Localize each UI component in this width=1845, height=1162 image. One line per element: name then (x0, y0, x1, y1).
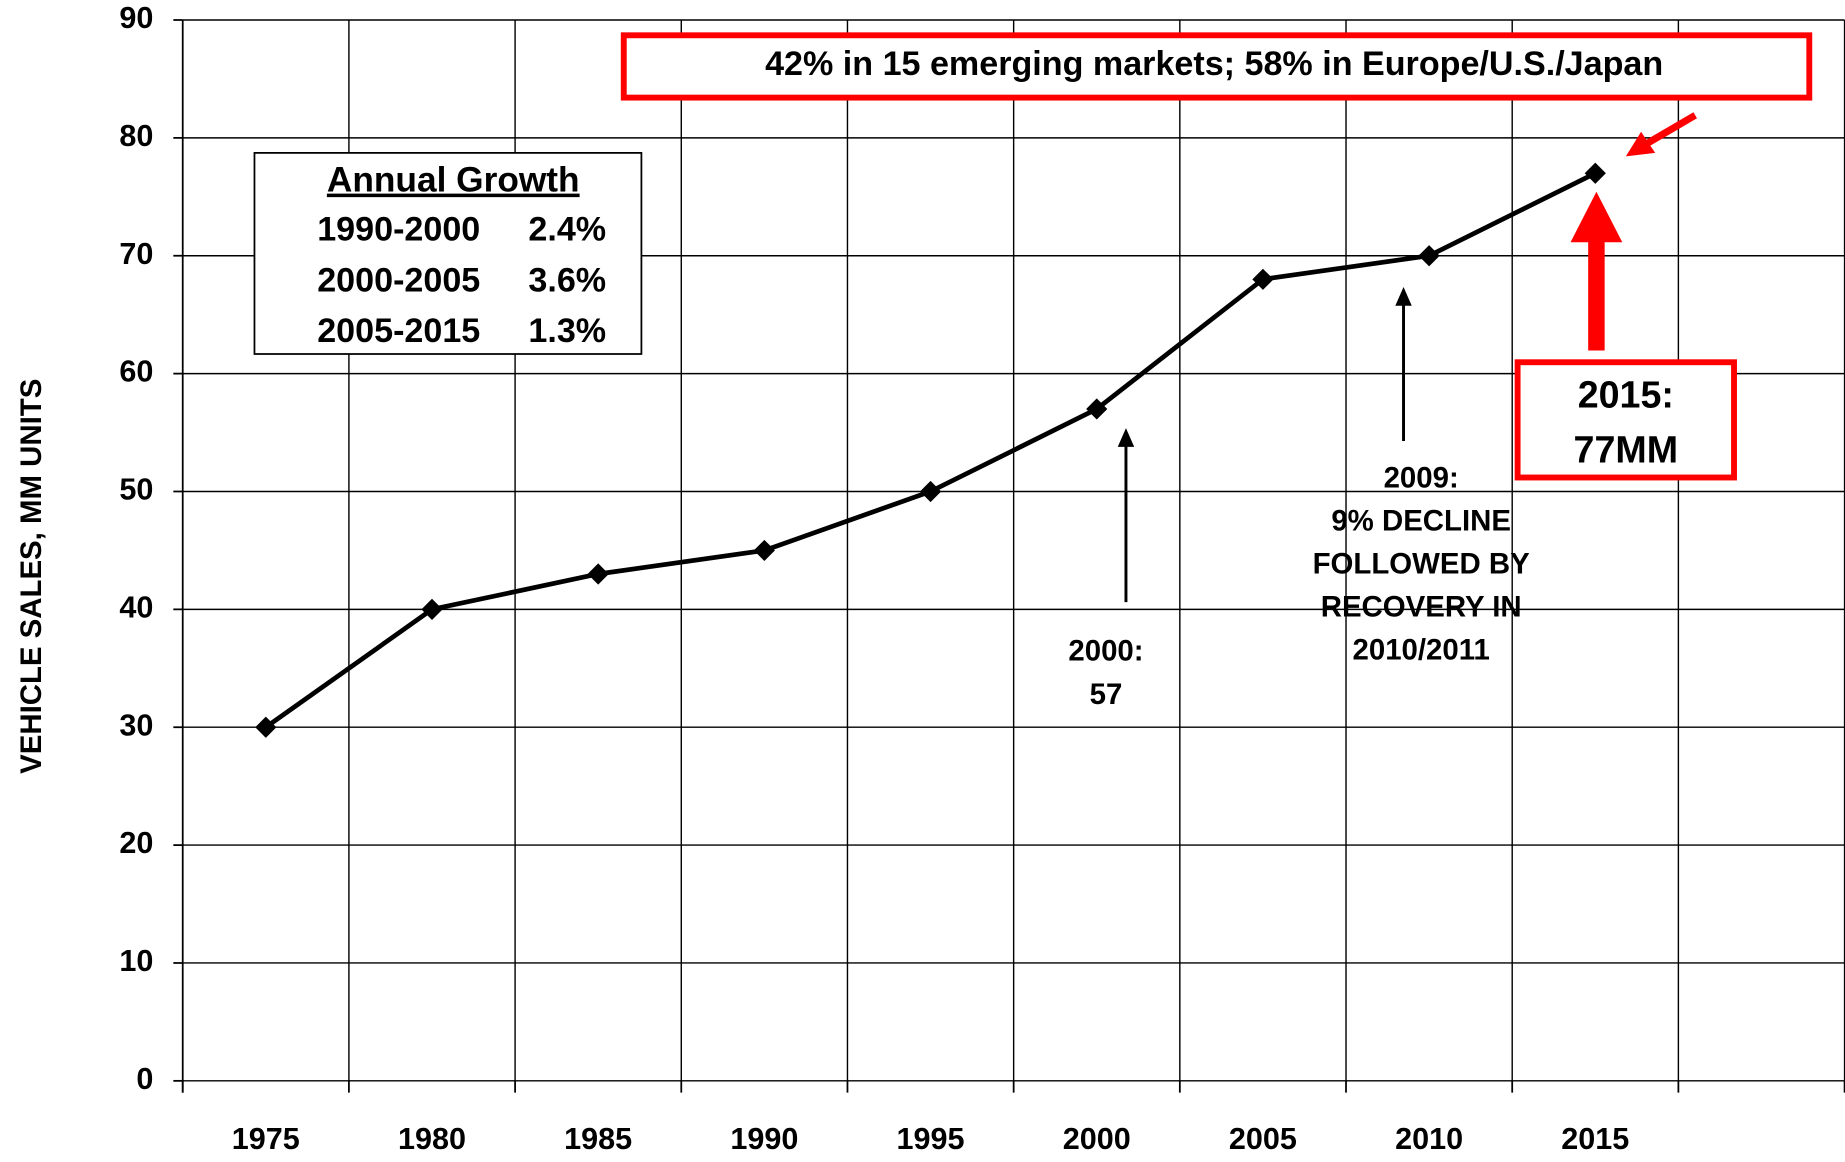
marker (1584, 162, 1606, 184)
y-axis-label: VEHICLE SALES, MM UNITS (15, 379, 48, 774)
marker (753, 539, 775, 562)
y-tick-label: 30 (119, 708, 153, 742)
marker (919, 480, 942, 503)
y-tick-label: 70 (119, 237, 153, 271)
callout-2015: 2015: (1578, 373, 1674, 415)
growth-period: 2005-2015 (317, 312, 480, 350)
y-tick-label: 50 (119, 473, 153, 507)
callout-2000: 57 (1090, 678, 1123, 711)
growth-period: 1990-2000 (317, 211, 480, 249)
x-tick-label: 2005 (1229, 1122, 1297, 1156)
callout-2015-box (1514, 359, 1737, 481)
arrow (1395, 286, 1412, 306)
callout-2009: 2009: (1384, 462, 1459, 495)
growth-rate: 1.3% (528, 312, 606, 350)
x-tick-label: 1990 (730, 1122, 798, 1156)
y-tick-label: 40 (119, 590, 153, 624)
growth-table-box (253, 152, 643, 355)
x-tick-label: 1980 (398, 1122, 466, 1156)
x-tick-label: 1975 (232, 1122, 300, 1156)
callout-2009: FOLLOWED BY (1313, 547, 1531, 580)
growth-rate: 2.4% (528, 211, 606, 249)
x-tick-label: 2015 (1561, 1122, 1629, 1156)
arrow (1570, 191, 1623, 351)
growth-period: 2000-2005 (317, 261, 480, 299)
callout-2000: 2000: (1068, 635, 1143, 668)
share-note-box (620, 32, 1813, 101)
growth-table-title: Annual Growth (327, 161, 580, 200)
y-tick-label: 20 (119, 826, 153, 860)
share-note: 42% in 15 emerging markets; 58% in Europ… (765, 45, 1663, 83)
callout-2009: RECOVERY IN (1321, 590, 1522, 623)
y-tick-label: 10 (119, 944, 153, 978)
callout-2009: 9% DECLINE (1331, 505, 1511, 538)
x-tick-label: 2000 (1063, 1122, 1131, 1156)
annotations: Annual Growth 1990-2000 2.4% 2000-2005 3.6% 2… (253, 32, 1813, 711)
callout-2009: 2010/2011 (1353, 633, 1490, 666)
y-tick-label: 0 (136, 1062, 153, 1096)
x-tick-label: 1995 (897, 1122, 965, 1156)
x-tick-label: 2010 (1395, 1122, 1463, 1156)
y-tick-label: 90 (119, 1, 153, 35)
x-tick-label: 1985 (564, 1122, 632, 1156)
y-tick-label: 60 (119, 355, 153, 389)
growth-rate: 3.6% (528, 261, 606, 299)
arrow (1117, 428, 1135, 447)
marker (587, 563, 609, 585)
arrow (1645, 112, 1697, 147)
marker (1418, 245, 1440, 267)
marker (1086, 398, 1108, 420)
y-tick-label: 80 (119, 119, 153, 153)
arrow (1625, 131, 1656, 157)
callout-2015: 77MM (1574, 429, 1679, 471)
marker (1252, 268, 1274, 290)
